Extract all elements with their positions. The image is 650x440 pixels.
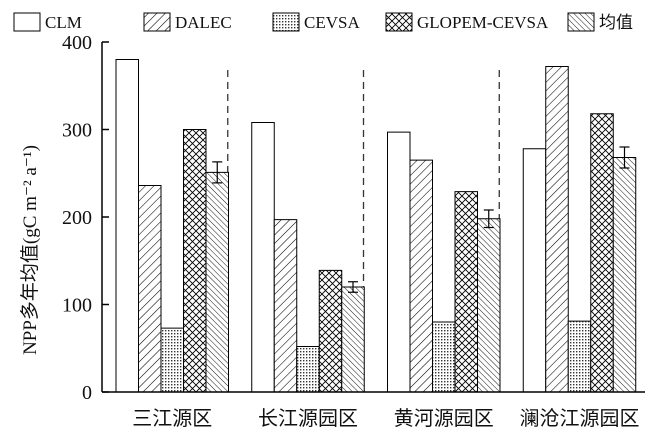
bar-均值-三江源区 [205,171,229,393]
legend-label-均值: 均值 [599,13,633,32]
bar-GLOPEM-CEVSA-三江源区 [183,129,207,393]
legend-label-GLOPEM-CEVSA: GLOPEM-CEVSA [417,13,549,32]
legend-label-CEVSA: CEVSA [304,13,360,32]
legend: CLM DALEC CEVSA GLOPEM-CEVSA 均值 [13,12,633,32]
bar-CLM-长江源园区 [251,122,275,393]
y-axis: 0 100 200 300 400 [62,32,109,404]
bars [115,59,637,393]
legend-swatch-CEVSA [272,12,300,32]
y-tick-label-300: 300 [62,120,92,142]
y-tick-label-100: 100 [62,295,92,317]
x-tick-label-2: 黄河源园区 [394,407,494,430]
bar-CEVSA-三江源区 [160,327,184,393]
bar-DALEC-黄河源园区 [409,159,433,393]
bar-CEVSA-黄河源园区 [432,321,456,393]
bar-DALEC-三江源区 [138,185,162,393]
legend-label-CLM: CLM [45,13,82,32]
bar-GLOPEM-CEVSA-长江源园区 [318,269,343,393]
bar-CLM-三江源区 [115,59,139,393]
bar-DALEC-澜沧江源园区 [545,66,569,393]
bar-CLM-黄河源园区 [387,131,411,393]
bar-GLOPEM-CEVSA-澜沧江源园区 [590,113,614,393]
legend-swatch-CLM [13,12,41,32]
bar-均值-长江源园区 [341,286,365,393]
bar-GLOPEM-CEVSA-黄河源园区 [454,191,478,393]
legend-swatch-GLOPEM-CEVSA [385,12,413,32]
legend-label-DALEC: DALEC [175,13,232,32]
x-tick-label-1: 长江源园区 [258,407,358,430]
y-tick-label-200: 200 [62,207,92,229]
x-axis-labels: 三江源区 长江源园区 黄河源园区 澜沧江源园区 [132,407,639,430]
x-tick-label-3: 澜沧江源园区 [520,407,640,430]
legend-swatch-均值 [567,12,595,32]
y-axis-title: NPP多年均值(gC m⁻² a⁻¹) [19,145,41,355]
bar-均值-黄河源园区 [477,218,501,393]
bar-CEVSA-澜沧江源园区 [567,320,592,393]
x-tick-label-0: 三江源区 [132,407,212,430]
y-tick-label-0: 0 [82,382,92,404]
bar-CLM-澜沧江源园区 [522,148,547,393]
bar-均值-澜沧江源园区 [612,157,637,393]
bar-CEVSA-长江源园区 [296,346,320,393]
y-tick-label-400: 400 [62,32,92,54]
bar-DALEC-长江源园区 [273,219,298,393]
legend-swatch-DALEC [143,12,171,32]
